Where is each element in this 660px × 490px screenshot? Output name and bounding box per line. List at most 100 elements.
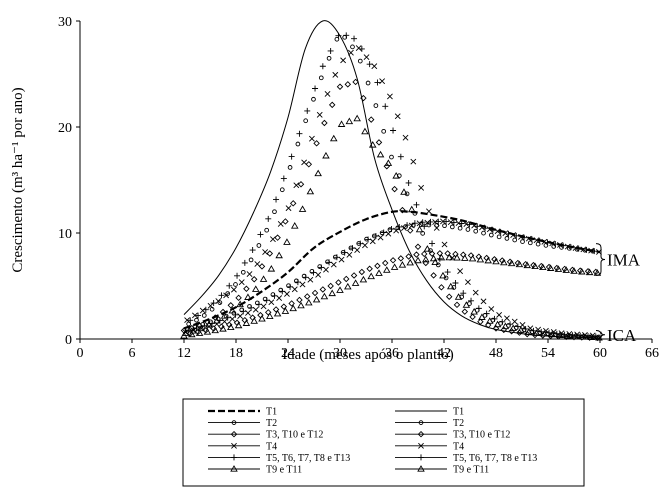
data-point <box>489 227 496 234</box>
data-point <box>219 308 227 316</box>
data-point <box>415 225 424 233</box>
data-point <box>413 251 420 258</box>
series-ica-t9-e-t11 <box>181 114 603 341</box>
data-point <box>244 293 252 300</box>
data-point <box>414 256 422 264</box>
data-point <box>320 292 329 300</box>
data-point <box>327 282 334 290</box>
legend-marker <box>417 465 425 472</box>
data-point <box>563 332 572 339</box>
legend-marker <box>418 454 424 461</box>
data-point <box>357 240 364 247</box>
data-point <box>301 159 308 166</box>
data-point <box>366 265 373 273</box>
data-point <box>468 297 475 304</box>
data-point <box>419 219 426 226</box>
data-point <box>556 331 564 338</box>
data-point <box>427 218 434 225</box>
data-point <box>406 227 414 234</box>
y-tick-label: 0 <box>65 333 72 348</box>
data-point <box>582 331 588 338</box>
x-tick-label: 36 <box>385 346 399 361</box>
data-point <box>523 261 531 269</box>
plot-area <box>180 20 603 342</box>
data-point <box>288 153 295 160</box>
data-point <box>521 234 528 241</box>
legend-entry: T9 e T11 <box>395 465 489 476</box>
data-point <box>365 236 372 243</box>
data-point <box>351 35 358 42</box>
data-point <box>288 300 295 307</box>
data-point <box>513 232 520 239</box>
data-point <box>504 315 510 322</box>
data-point <box>348 49 354 56</box>
series-ima-t4 <box>182 218 602 336</box>
data-point <box>457 268 464 275</box>
data-point <box>344 282 352 290</box>
data-point <box>481 230 486 236</box>
data-point <box>479 224 485 231</box>
data-point <box>280 303 288 310</box>
data-point <box>500 258 508 266</box>
data-point <box>273 196 280 203</box>
data-point <box>540 329 549 337</box>
data-point <box>361 127 369 135</box>
data-point <box>474 223 481 230</box>
data-point <box>560 242 567 249</box>
data-point <box>574 331 581 338</box>
data-point <box>496 311 503 318</box>
data-point <box>465 279 471 286</box>
data-point <box>319 286 327 293</box>
legend-label: T3, T10 e T12 <box>453 430 510 441</box>
data-point <box>240 308 247 315</box>
legend-marker <box>230 430 238 438</box>
data-point <box>382 259 389 267</box>
legend-marker <box>418 420 424 425</box>
data-point <box>228 306 237 314</box>
annotation-ima: IMA <box>595 243 641 276</box>
data-point <box>478 313 486 320</box>
legend-label: T5, T6, T7, T8 e T13 <box>453 453 537 464</box>
data-point <box>451 285 457 290</box>
legend-entry: T2 <box>208 418 277 429</box>
data-point <box>197 324 205 332</box>
data-point <box>485 317 494 324</box>
data-point <box>578 267 586 275</box>
data-point <box>512 237 518 243</box>
data-point <box>248 257 254 263</box>
data-point <box>231 286 237 293</box>
data-point <box>293 182 300 189</box>
data-point <box>221 318 228 325</box>
data-point <box>335 279 342 286</box>
data-point <box>287 165 293 170</box>
data-point <box>390 263 399 270</box>
data-point <box>201 313 207 318</box>
data-point <box>589 332 596 339</box>
data-point <box>554 265 563 272</box>
data-point <box>383 266 391 273</box>
data-point <box>402 134 409 141</box>
data-point <box>538 328 545 335</box>
data-point <box>449 224 455 230</box>
data-point <box>272 209 277 215</box>
data-point <box>256 243 262 248</box>
data-point <box>447 219 454 226</box>
data-point <box>290 222 299 229</box>
data-point <box>517 326 525 333</box>
data-point <box>472 289 479 296</box>
data-point <box>297 181 305 188</box>
data-point <box>213 321 220 327</box>
data-point <box>564 243 571 250</box>
data-point <box>483 310 490 317</box>
data-point <box>433 225 440 231</box>
annotation-brace <box>595 243 606 276</box>
x-axis-label: Idade (meses após o plantio) <box>282 347 454 363</box>
data-point <box>267 265 276 272</box>
data-point <box>462 301 471 308</box>
legend-entry: T1 <box>208 407 277 418</box>
data-point <box>312 295 321 303</box>
data-point <box>295 141 301 147</box>
y-axis-label: Crescimento (m³ ha⁻¹ por ano) <box>10 87 26 272</box>
data-point <box>397 153 404 160</box>
data-point <box>544 239 551 246</box>
